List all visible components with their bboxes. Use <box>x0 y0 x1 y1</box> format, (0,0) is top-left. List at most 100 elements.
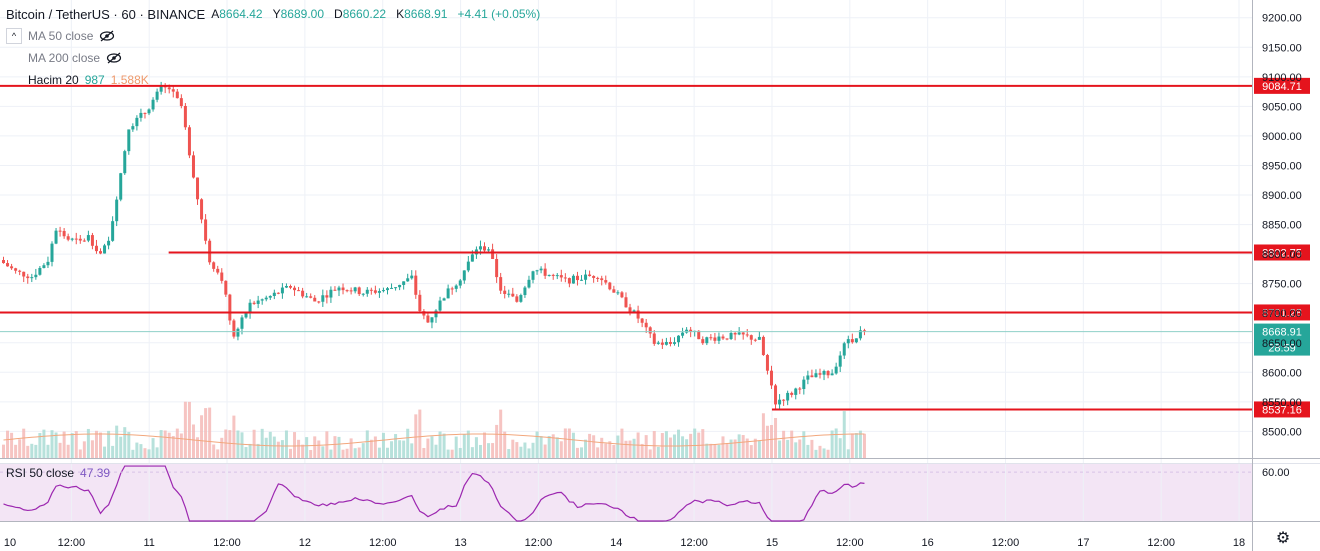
candle <box>491 249 495 259</box>
candle <box>50 243 54 262</box>
ohlc-open: A8664.42 <box>211 7 263 21</box>
level-price-label: 8802.75 <box>1262 247 1302 259</box>
candle <box>155 91 159 100</box>
candle <box>94 245 98 252</box>
candle <box>260 299 264 301</box>
price-tick-label: 9200.00 <box>1262 13 1302 25</box>
volume-bar <box>373 436 377 458</box>
candle <box>394 287 398 289</box>
candle <box>329 289 333 298</box>
volume-bar <box>272 436 276 458</box>
candle <box>547 274 551 276</box>
candle <box>733 332 737 335</box>
volume-bar <box>22 428 26 458</box>
candle <box>745 334 749 336</box>
volume-bar <box>470 447 474 458</box>
candle <box>584 274 588 280</box>
volume-bar <box>179 433 183 458</box>
volume-bar <box>349 438 353 458</box>
ma200-row[interactable]: MA 200 close <box>6 47 540 69</box>
chevron-up-icon[interactable]: ^ <box>6 28 22 44</box>
volume-bar <box>478 444 482 458</box>
candle <box>349 290 353 292</box>
candle <box>511 293 515 297</box>
candle <box>769 370 773 386</box>
candle <box>196 177 200 200</box>
volume-bar <box>402 440 406 458</box>
candle <box>858 330 862 339</box>
volume-bar <box>709 443 713 458</box>
candle <box>563 277 567 279</box>
volume-bar <box>115 425 119 458</box>
candle <box>410 275 414 279</box>
candle <box>127 129 131 152</box>
volume-bar <box>10 432 14 458</box>
volume-bar <box>252 429 256 458</box>
candle <box>398 284 402 288</box>
volume-bar <box>86 428 90 458</box>
volume-bar <box>462 434 466 458</box>
volume-bar <box>410 443 414 458</box>
volume-bar <box>693 428 697 458</box>
rsi-line <box>3 465 865 522</box>
volume-bar <box>624 440 628 458</box>
volume-bar <box>858 430 862 458</box>
candle <box>183 105 187 128</box>
candle <box>608 282 612 290</box>
price-tick-label: 8500.00 <box>1262 426 1302 438</box>
volume-bar <box>474 437 478 458</box>
volume-bar <box>256 443 260 458</box>
volume-bar <box>62 431 66 458</box>
candle <box>244 313 248 318</box>
eye-hidden-icon[interactable] <box>99 30 115 42</box>
candle <box>365 289 369 294</box>
candle <box>794 388 798 395</box>
volume-bar <box>838 438 842 458</box>
candle <box>220 272 224 281</box>
candle <box>159 85 163 92</box>
candle <box>313 297 317 302</box>
volume-bar <box>810 439 814 458</box>
time-tick-label: 17 <box>1077 537 1089 549</box>
price-tick-label: 8650.00 <box>1262 338 1302 350</box>
symbol-title[interactable]: Bitcoin / TetherUS · 60 · BINANCE <box>6 6 206 22</box>
time-tick-label: 12 <box>299 537 311 549</box>
time-tick-label: 15 <box>766 537 778 549</box>
gear-icon[interactable]: ⚙ <box>1275 530 1291 547</box>
ma50-row[interactable]: ^ MA 50 close <box>6 25 540 47</box>
ohlc-change: +4.41 (+0.05%) <box>457 7 541 21</box>
candle <box>826 370 830 376</box>
candle <box>600 278 604 281</box>
volume-bar <box>317 440 321 458</box>
volume-bar <box>151 438 155 458</box>
volume-bar <box>204 408 208 458</box>
candle <box>814 373 818 378</box>
volume-bar <box>547 435 551 458</box>
candle <box>18 270 22 272</box>
price-tick-label: 9000.00 <box>1262 131 1302 143</box>
volume-bar <box>369 439 373 458</box>
candle <box>539 268 543 271</box>
candle <box>527 279 531 288</box>
level-price-tag <box>1254 401 1310 418</box>
level-price-label: 9084.71 <box>1262 81 1302 93</box>
volume-bar <box>143 448 147 458</box>
candle <box>402 281 406 285</box>
eye-hidden-icon[interactable] <box>106 52 122 64</box>
rsi-legend[interactable]: RSI 50 close 47.39 <box>6 466 110 480</box>
candle <box>381 290 385 292</box>
volume-bar <box>147 449 151 458</box>
candle <box>612 289 616 293</box>
volume-bar <box>483 432 487 458</box>
volume-bar <box>458 447 462 458</box>
candle <box>672 342 676 344</box>
candle <box>834 366 838 374</box>
candle <box>628 307 632 312</box>
candle <box>604 280 608 283</box>
volume-row[interactable]: Hacim 20 987 1.588K <box>6 69 540 91</box>
candle <box>377 291 381 293</box>
volume-bar <box>301 444 305 458</box>
candle <box>535 270 539 272</box>
volume-bar <box>765 425 769 458</box>
